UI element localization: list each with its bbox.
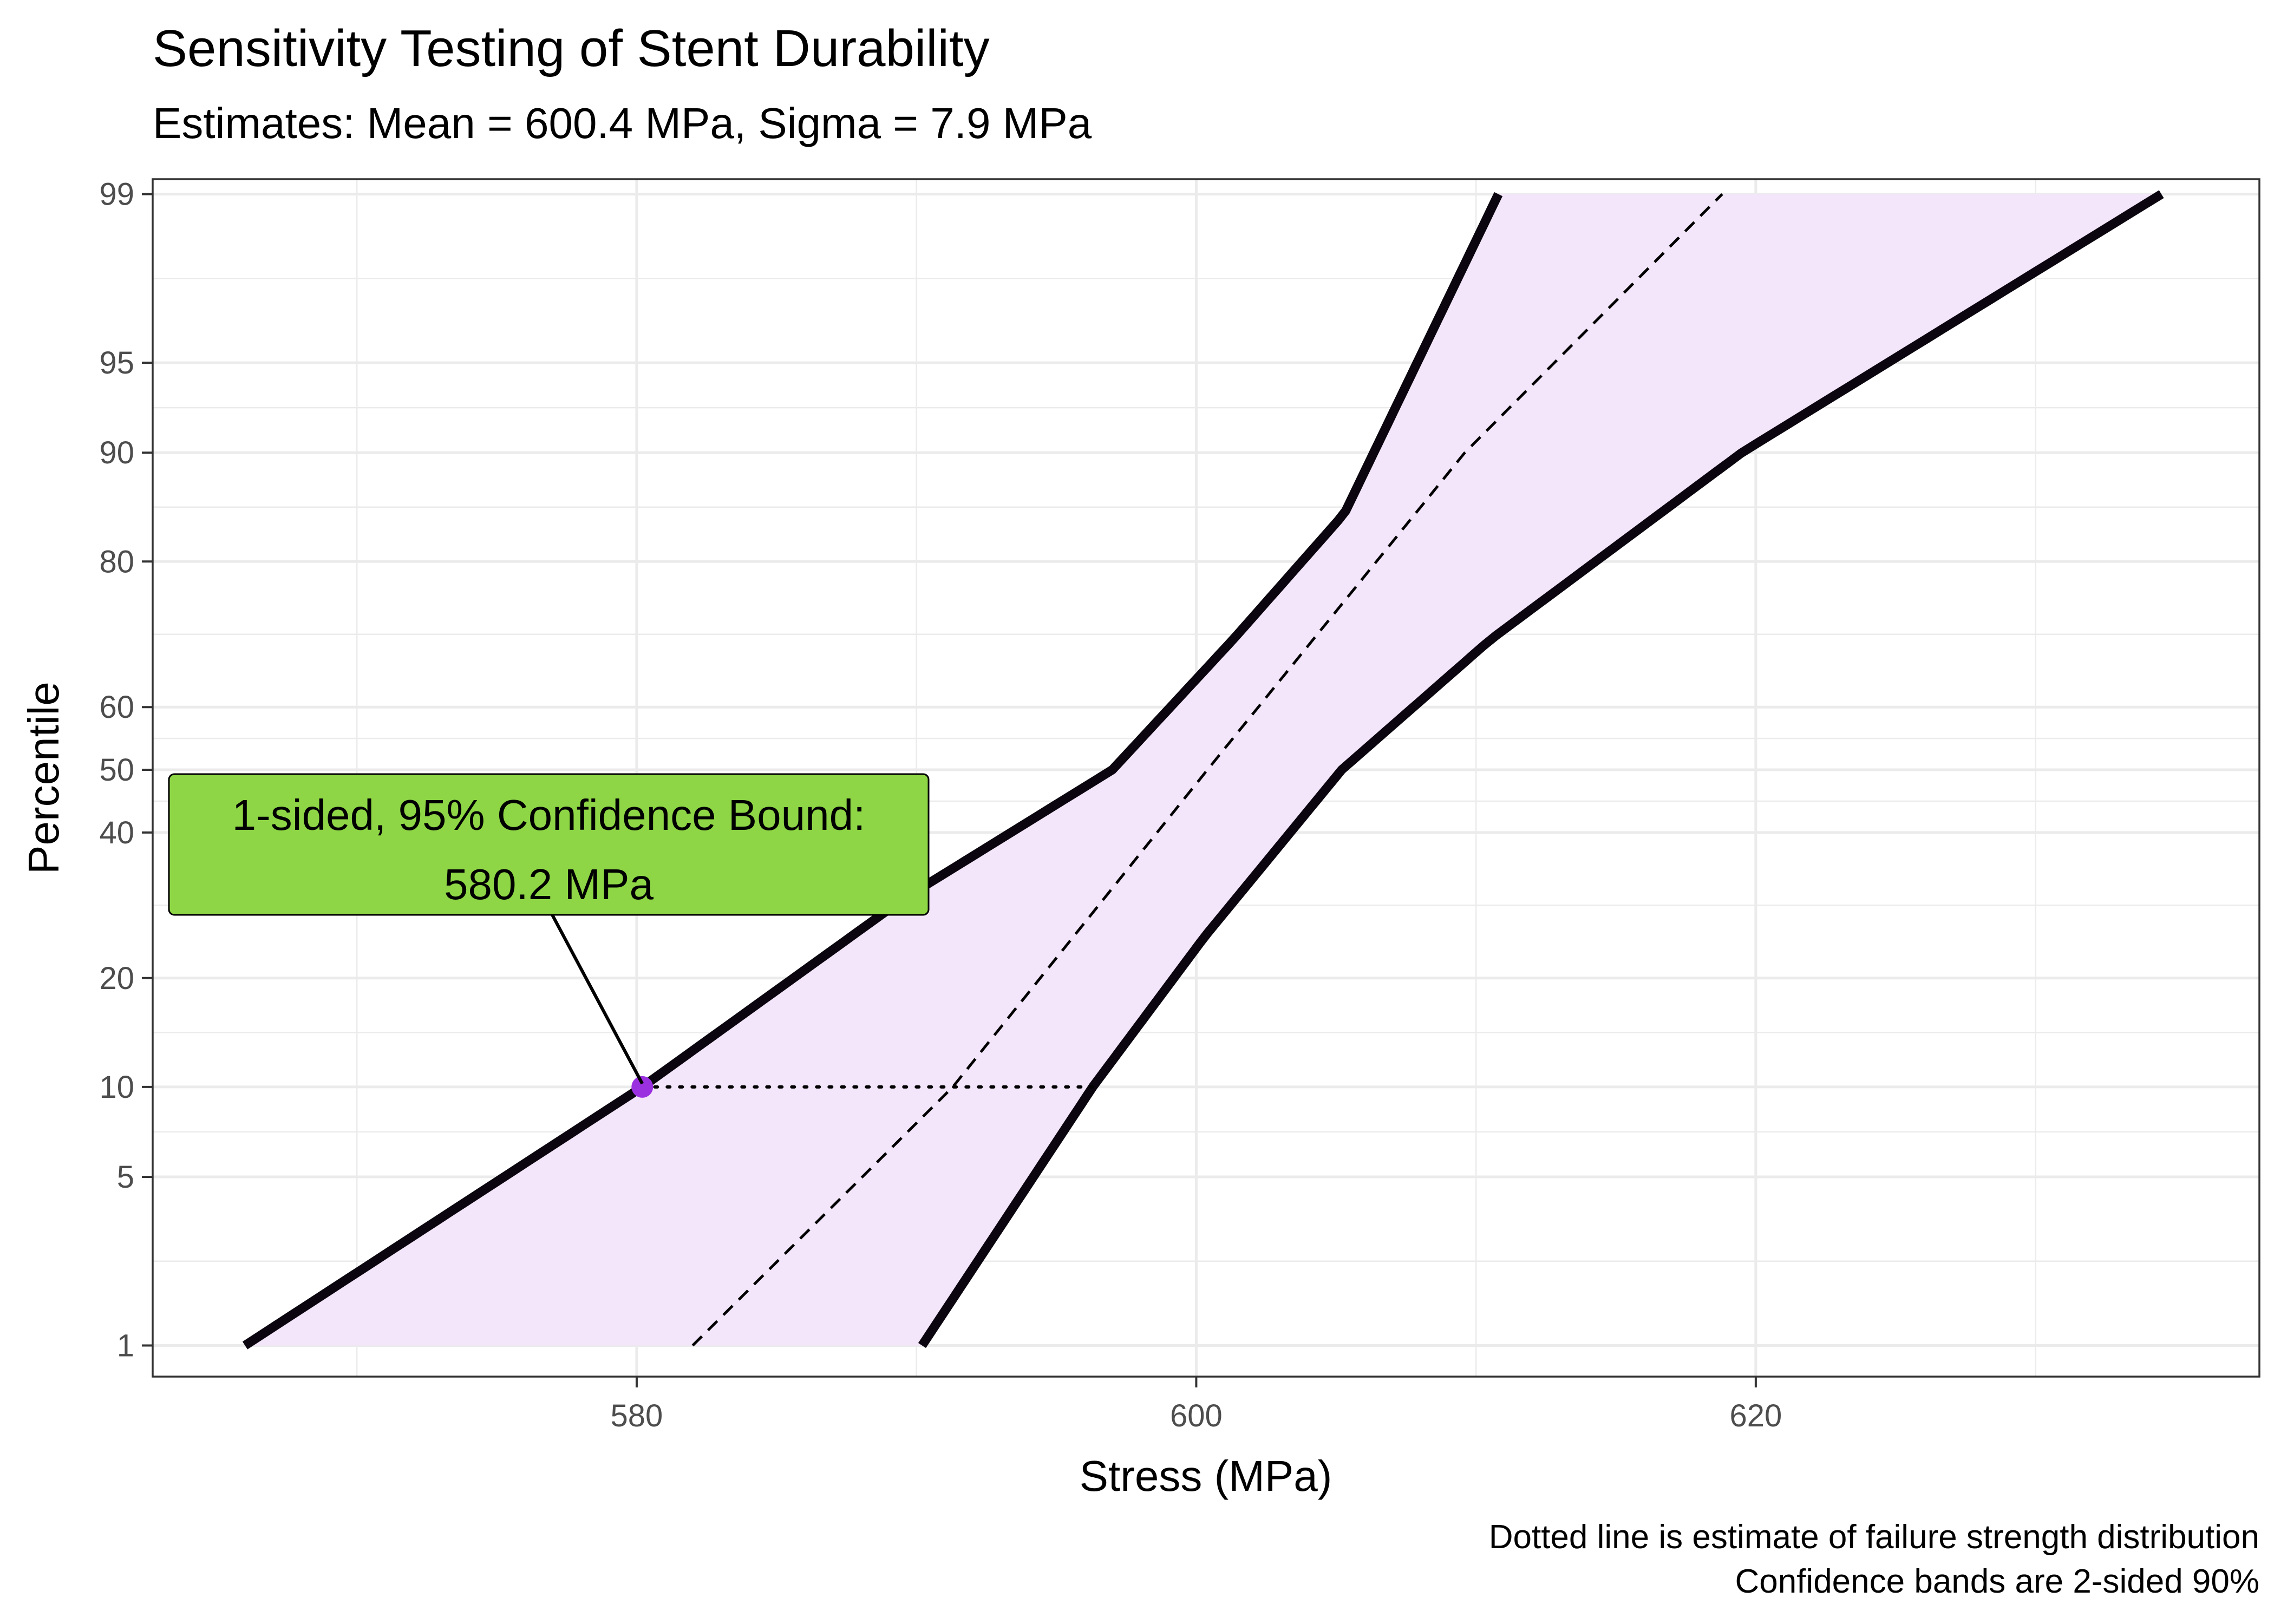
- y-tick-label: 95: [99, 345, 134, 381]
- highlight-marks: [631, 1076, 1095, 1098]
- chart-subtitle: Estimates: Mean = 600.4 MPa, Sigma = 7.9…: [153, 99, 1092, 147]
- y-tick-label: 99: [99, 177, 134, 212]
- confidence-bound-line-2: [918, 190, 2164, 1348]
- callout-line-2: 580.2 MPa: [444, 860, 654, 908]
- confidence-bound-line-1: [242, 192, 1503, 1350]
- x-axis-title: Stress (MPa): [1080, 1452, 1332, 1500]
- y-tick-label: 1: [117, 1328, 134, 1363]
- x-tick-label: 620: [1729, 1398, 1782, 1433]
- callout-box: [168, 773, 930, 916]
- series-lines: [242, 190, 2164, 1350]
- confidence-bound-point: [631, 1076, 654, 1098]
- axis-ticks: 580 600 620 1 5 10 20 40 50 60 80 90 95 99: [99, 177, 1782, 1433]
- y-tick-label: 20: [99, 961, 134, 996]
- plot-border: [152, 178, 2260, 1378]
- y-tick-label: 10: [99, 1070, 134, 1105]
- caption-line-2: Confidence bands are 2-sided 90%: [1735, 1563, 2259, 1600]
- x-tick-label: 600: [1170, 1398, 1223, 1433]
- confidence-band: [245, 194, 2162, 1346]
- y-tick-label: 5: [117, 1160, 134, 1195]
- y-axis-title: Percentile: [19, 682, 68, 874]
- y-tick-label: 50: [99, 752, 134, 788]
- y-tick-label: 80: [99, 544, 134, 579]
- annotation-callout: 1-sided, 95% Confidence Bound: 580.2 MPa: [168, 773, 930, 1085]
- callout-leader: [551, 914, 644, 1085]
- estimate-line: [691, 193, 1723, 1347]
- caption-line-1: Dotted line is estimate of failure stren…: [1489, 1518, 2259, 1556]
- x-tick-label: 580: [611, 1398, 663, 1433]
- y-tick-label: 60: [99, 690, 134, 725]
- confidence-band-area: [245, 194, 2162, 1346]
- y-tick-label: 90: [99, 435, 134, 470]
- callout-line-1: 1-sided, 95% Confidence Bound:: [232, 791, 866, 839]
- chart-title: Sensitivity Testing of Stent Durability: [153, 19, 990, 77]
- y-tick-label: 40: [99, 815, 134, 850]
